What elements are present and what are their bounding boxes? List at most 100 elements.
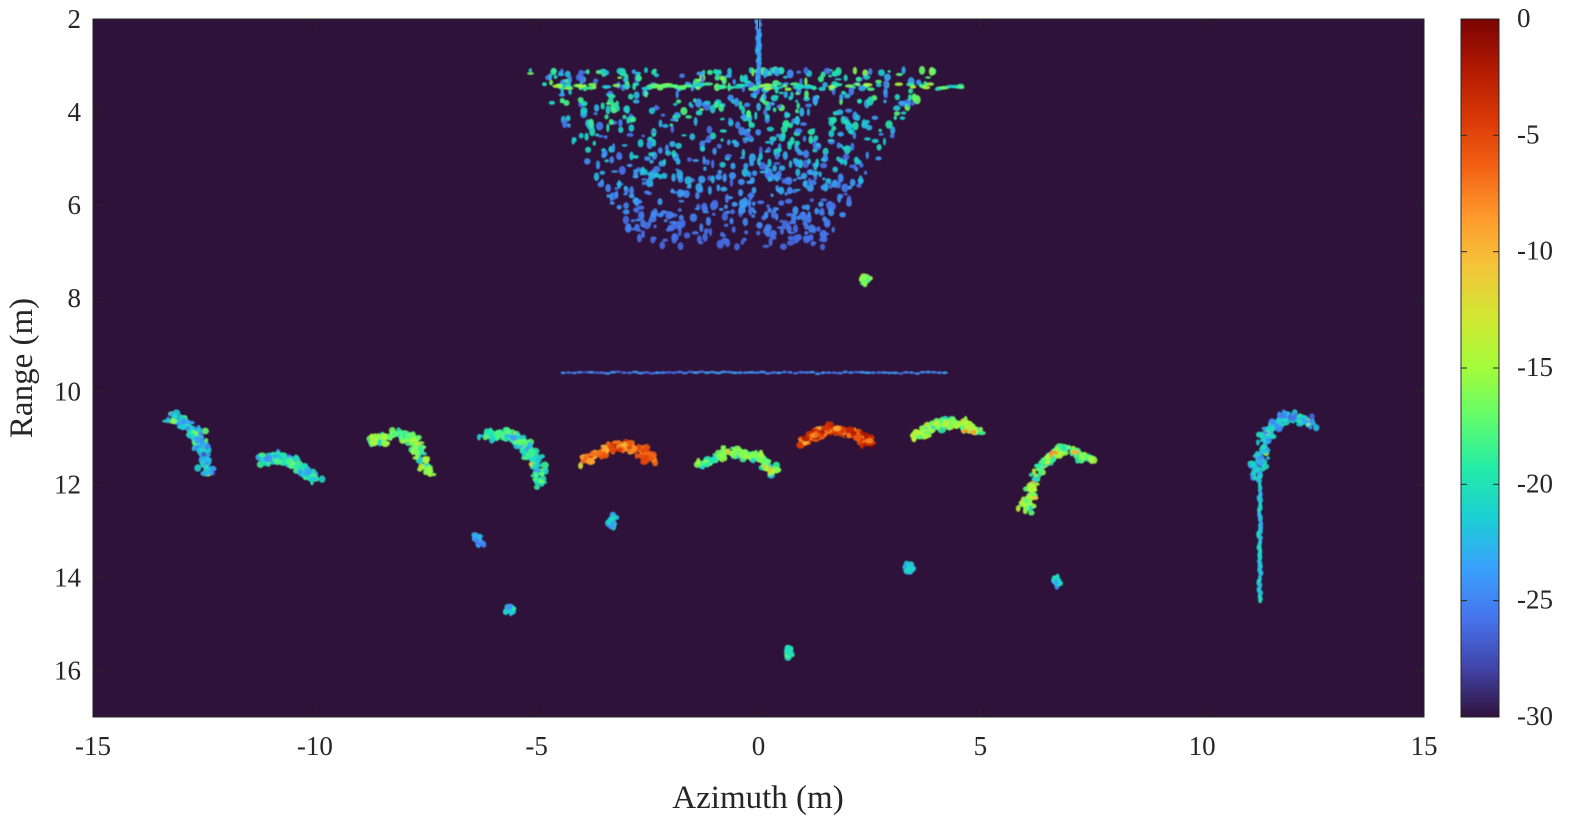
heatmap-speck	[770, 102, 774, 105]
heatmap-speck	[1027, 492, 1037, 497]
heatmap-speck	[660, 113, 666, 117]
heatmap-speck	[788, 96, 793, 101]
heatmap-speck	[763, 226, 771, 236]
heatmap-speck	[700, 146, 706, 152]
heatmap-speck	[576, 370, 584, 374]
heatmap-speck	[720, 186, 728, 192]
heatmap-speck	[558, 93, 566, 97]
heatmap-speck	[809, 370, 815, 374]
heatmap-speck	[1260, 444, 1267, 450]
heatmap-speck	[688, 101, 693, 107]
heatmap-speck	[784, 112, 791, 118]
heatmap-speck	[831, 125, 837, 131]
heatmap-speck	[626, 445, 633, 450]
heatmap-speck	[722, 173, 727, 183]
heatmap-speck	[604, 159, 609, 163]
heatmap-speck	[820, 162, 828, 169]
heatmap-speck	[832, 166, 839, 173]
heatmap-speck	[593, 112, 598, 115]
heatmap-speck	[703, 228, 709, 234]
colorbar-tick-label: -25	[1517, 585, 1553, 615]
heatmap-speck	[398, 429, 403, 435]
heatmap-speck	[764, 140, 772, 144]
heatmap-speck	[930, 370, 938, 374]
heatmap-speck	[535, 456, 542, 463]
heatmap-speck	[743, 102, 751, 108]
heatmap-speck	[844, 93, 851, 99]
heatmap-speck	[702, 82, 714, 86]
heatmap-speck	[657, 212, 664, 218]
heatmap-speck	[622, 209, 630, 215]
heatmap-speck	[689, 133, 696, 141]
heatmap-speck	[593, 172, 600, 181]
heatmap-speck	[804, 77, 808, 86]
heatmap-speck	[762, 83, 772, 87]
heatmap-speck	[763, 108, 768, 116]
heatmap-speck	[1313, 424, 1320, 432]
heatmap-speck	[703, 371, 711, 375]
heatmap-speck	[827, 201, 833, 204]
heatmap-speck	[780, 125, 788, 133]
heatmap-speck	[632, 82, 640, 87]
heatmap-speck	[901, 66, 906, 74]
heatmap-speck	[571, 137, 575, 145]
heatmap-speck	[776, 170, 782, 179]
heatmap-speck	[863, 170, 868, 175]
heatmap-speck	[471, 533, 477, 539]
heatmap-speck	[828, 182, 833, 189]
heatmap-speck	[751, 201, 756, 207]
heatmap-speck	[893, 115, 897, 121]
heatmap-speck	[586, 457, 596, 466]
heatmap-speck	[782, 151, 788, 160]
heatmap-speck	[834, 78, 842, 81]
heatmap-speck	[822, 216, 827, 222]
heatmap-speck	[809, 198, 815, 203]
heatmap-speck	[683, 232, 691, 239]
heatmap-speck	[1262, 434, 1268, 441]
heatmap-speck	[1027, 498, 1032, 504]
heatmap-speck	[516, 439, 525, 446]
heatmap-speck	[841, 90, 845, 94]
heatmap-speck	[961, 429, 967, 434]
heatmap-speck	[769, 137, 774, 146]
heatmap-speck	[831, 226, 835, 233]
heatmap-speck	[588, 82, 597, 87]
heatmap-speck	[742, 197, 748, 206]
heatmap-speck	[566, 371, 572, 374]
heatmap-speck	[1251, 461, 1257, 468]
y-axis-ticks: 2 4 6 8 10 12 14 16	[54, 4, 1424, 685]
heatmap-speck	[807, 211, 811, 218]
heatmap-speck	[807, 158, 811, 165]
heatmap-speck	[738, 100, 743, 111]
heatmap-speck	[764, 113, 770, 120]
heatmap-speck	[540, 461, 549, 469]
heatmap-speck	[1253, 475, 1258, 480]
heatmap-speck	[839, 93, 844, 101]
heatmap-speck	[708, 227, 713, 237]
heatmap-speck	[610, 514, 616, 522]
heatmap-speck	[734, 243, 740, 251]
heatmap-speck	[862, 74, 871, 80]
heatmap-speck	[796, 70, 802, 74]
heatmap-speck	[889, 133, 895, 139]
heatmap-speck	[794, 161, 801, 167]
heatmap-speck	[578, 462, 584, 470]
heatmap-speck	[687, 157, 692, 162]
heatmap-speck	[695, 98, 703, 108]
heatmap-speck	[735, 121, 741, 129]
heatmap-speck	[775, 185, 779, 192]
heatmap-speck	[795, 116, 800, 125]
heatmap-speck	[676, 169, 684, 180]
heatmap-speck	[816, 143, 820, 147]
heatmap-speck	[681, 371, 689, 375]
heatmap-speck	[627, 93, 634, 100]
heatmap-speck	[918, 65, 926, 75]
heatmap-speck	[730, 162, 736, 170]
heatmap-speck	[640, 448, 646, 454]
heatmap-speck	[616, 151, 622, 161]
heatmap-speck	[532, 477, 537, 482]
heatmap-speck	[745, 80, 752, 84]
heatmap-background	[93, 19, 1424, 717]
heatmap-speck	[623, 202, 629, 210]
heatmap-speck	[1037, 466, 1044, 474]
